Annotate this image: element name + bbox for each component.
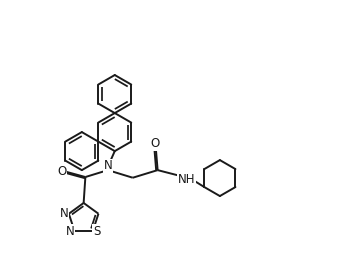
Text: O: O — [58, 165, 67, 178]
Text: NH: NH — [178, 173, 195, 186]
Text: N: N — [60, 207, 69, 220]
Text: O: O — [150, 137, 160, 150]
Text: S: S — [93, 225, 100, 238]
Text: N: N — [66, 225, 74, 238]
Text: N: N — [103, 160, 112, 172]
